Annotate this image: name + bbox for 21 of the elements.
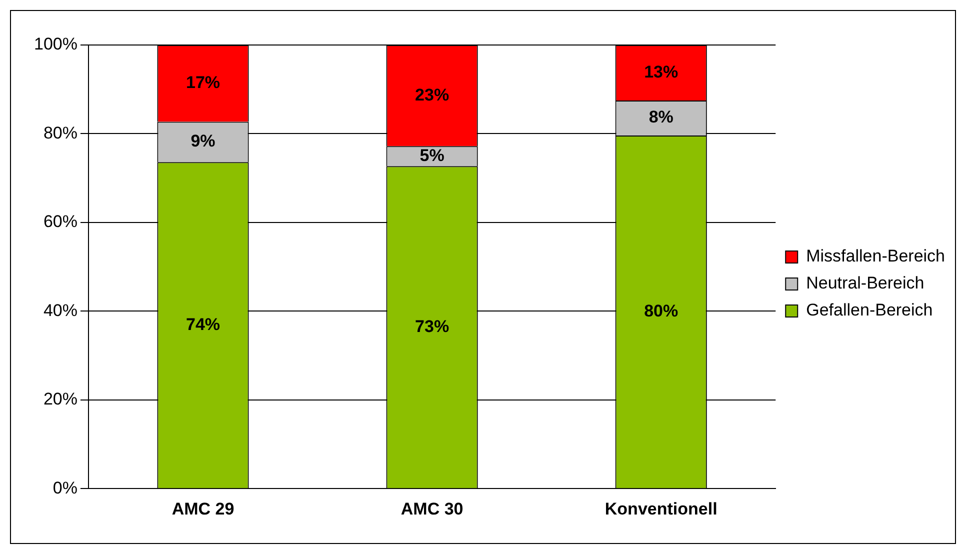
data-label: 23%	[415, 85, 450, 104]
data-label: 17%	[186, 73, 220, 92]
data-label: 80%	[644, 301, 678, 320]
data-label: 73%	[415, 316, 450, 336]
data-label: 8%	[648, 108, 674, 127]
y-tick-label: 100%	[34, 34, 78, 54]
legend-label: Neutral-Bereich	[806, 274, 924, 293]
data-label: 9%	[190, 132, 216, 151]
data-label: 74%	[186, 314, 220, 334]
x-tick-label: AMC 30	[400, 499, 464, 518]
x-tick-label: AMC 29	[172, 499, 234, 518]
data-label: 5%	[420, 146, 444, 165]
y-tick-label: 20%	[43, 390, 78, 409]
x-tick-label: Konventionell	[604, 499, 718, 518]
data-label: 13%	[644, 62, 678, 82]
y-tick-label: 40%	[43, 300, 78, 320]
y-tick-label: 80%	[43, 123, 78, 142]
y-tick-label: 0%	[52, 478, 78, 498]
y-tick-label: 60%	[43, 212, 78, 232]
legend-label: Gefallen-Bereich	[806, 300, 933, 320]
legend-label: Missfallen-Bereich	[806, 246, 946, 266]
